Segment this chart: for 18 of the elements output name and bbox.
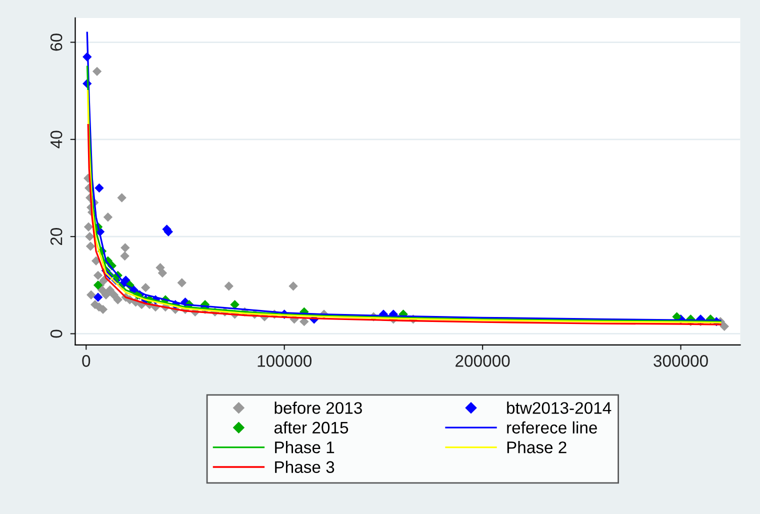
point [94, 183, 104, 193]
legend-label: before 2013 [274, 402, 362, 414]
legend-label: Phase 2 [507, 441, 566, 454]
x-tick-label: 300000 [654, 355, 708, 367]
y-tick-label: 0 [50, 330, 62, 338]
legend-label: btw2013-2014 [507, 402, 612, 414]
legend-label: referece line [507, 421, 597, 434]
y-tick-label: 40 [50, 130, 62, 148]
x-tick-label: 0 [82, 355, 90, 367]
x-tick-label: 100000 [258, 355, 312, 367]
x-tick-label: 200000 [456, 355, 510, 367]
point [230, 300, 240, 310]
legend-label: Phase 1 [275, 441, 334, 454]
legend-label: after 2015 [274, 421, 348, 434]
y-tick-label: 20 [50, 228, 62, 246]
y-tick-label: 60 [50, 34, 62, 51]
point [93, 292, 103, 302]
legend-label: Phase 3 [275, 460, 334, 473]
